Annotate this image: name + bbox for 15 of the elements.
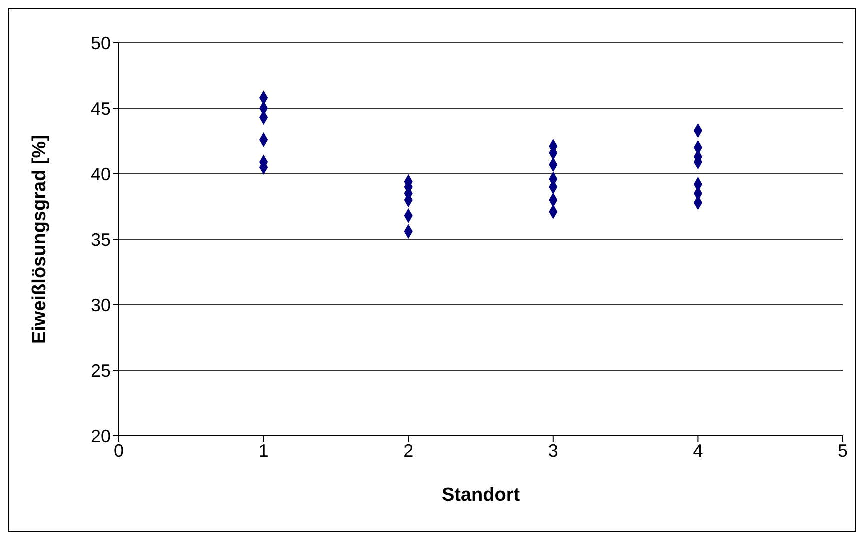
x-tick-label: 1 (258, 440, 269, 461)
x-tick-label: 5 (838, 440, 848, 461)
y-tick-label: 40 (90, 164, 111, 184)
y-tick-label: 45 (90, 98, 111, 119)
y-tick-label: 30 (90, 295, 111, 316)
y-axis-title: Eiweißlösungsgrad [%] (30, 134, 51, 344)
x-tick-label: 4 (693, 440, 704, 461)
x-tick-label: 2 (404, 440, 414, 461)
x-tick-label: 3 (548, 440, 558, 461)
x-tick-label: 0 (114, 440, 124, 461)
y-tick-label: 35 (90, 230, 111, 250)
y-tick-label: 50 (90, 33, 111, 54)
y-tick-label: 20 (90, 426, 111, 446)
y-tick-label: 25 (90, 360, 111, 381)
x-axis-title: Standort (442, 485, 521, 506)
